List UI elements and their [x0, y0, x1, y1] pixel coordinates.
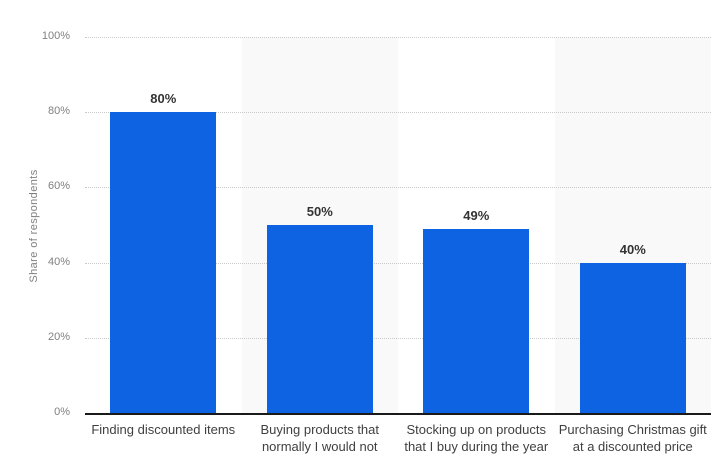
x-axis-label: Finding discounted items [91, 422, 236, 437]
plot-area: 80% 50% 49% 40% [85, 37, 711, 415]
bar-value-label: 40% [619, 241, 646, 257]
bar-value-label: 50% [306, 204, 333, 219]
bar-value-label: 49% [463, 207, 490, 223]
x-axis-labels: Finding discounted items Buying products … [85, 421, 711, 461]
gridline [85, 37, 711, 38]
y-tick-label: 80% [47, 105, 70, 118]
y-tick-label: 20% [47, 330, 70, 343]
x-axis-label: Buying products that normally I would no… [260, 422, 380, 454]
bar[interactable] [266, 225, 373, 413]
y-tick-label: 100% [41, 30, 70, 42]
gridline [85, 187, 711, 189]
y-tick-label: 0% [54, 406, 70, 418]
bar[interactable] [579, 262, 686, 413]
gridline [85, 262, 711, 264]
bar[interactable] [423, 228, 530, 413]
bar-value-label: 80% [150, 91, 177, 107]
y-tick-label: 60% [47, 180, 70, 193]
x-axis-label: Stocking up on products that I buy durin… [404, 422, 549, 454]
gridline [85, 337, 711, 339]
gridline [85, 112, 711, 114]
bar[interactable] [110, 112, 217, 413]
x-axis-label: Purchasing Christmas gift at a discounte… [558, 422, 707, 454]
y-tick-label: 40% [47, 255, 70, 268]
